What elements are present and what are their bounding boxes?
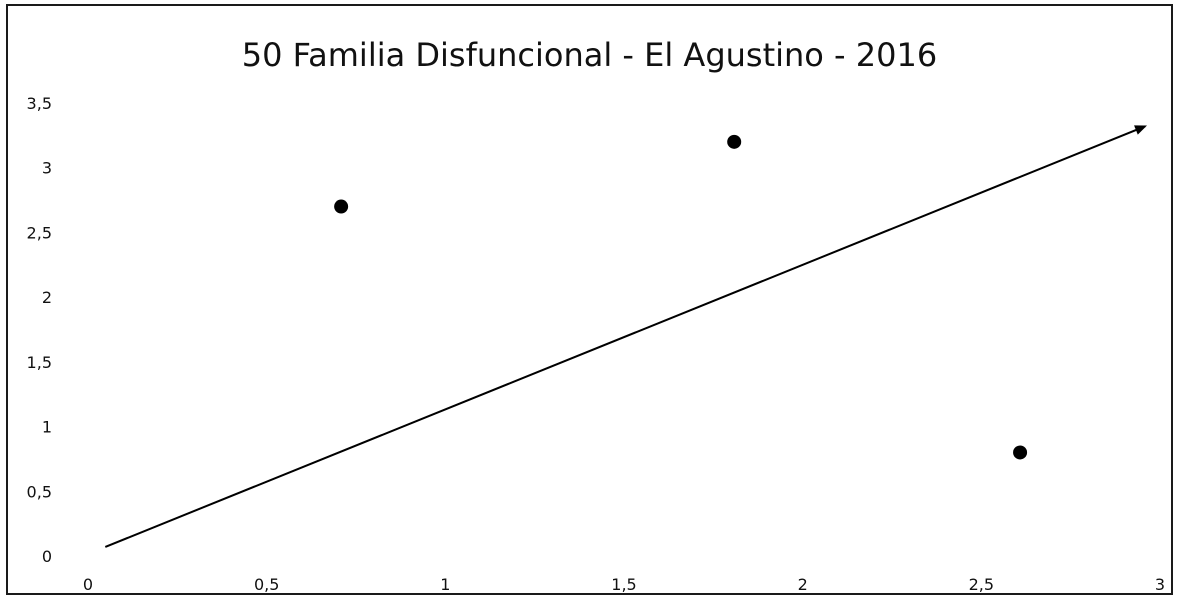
y-tick-label: 2,5: [27, 223, 52, 242]
y-tick-label: 0,5: [27, 482, 52, 501]
x-tick-label: 1: [440, 575, 450, 594]
data-point: [1013, 445, 1028, 460]
y-tick-label: 3: [42, 159, 52, 178]
chart-frame: 50 Familia Disfuncional - El Agustino - …: [6, 4, 1173, 595]
trend-arrow-layer: [104, 125, 1147, 548]
trend-arrow: [104, 125, 1147, 548]
chart-title: 50 Familia Disfuncional - El Agustino - …: [241, 36, 938, 74]
x-axis-tick-labels: 0 0,5 1 1,5 2 2,5 3: [83, 575, 1165, 594]
y-tick-label: 2: [42, 288, 52, 307]
y-tick-label: 1: [42, 418, 52, 437]
y-tick-label: 3,5: [27, 94, 52, 113]
x-tick-label: 1,5: [611, 575, 636, 594]
y-tick-label: 1,5: [27, 353, 52, 372]
x-tick-label: 2,5: [969, 575, 994, 594]
x-tick-label: 0: [83, 575, 93, 594]
data-points: [334, 134, 1028, 460]
x-tick-label: 2: [798, 575, 808, 594]
x-tick-label: 3: [1155, 575, 1165, 594]
data-point: [727, 134, 742, 149]
x-tick-label: 0,5: [254, 575, 279, 594]
data-point: [334, 199, 349, 214]
y-tick-label: 0: [42, 547, 52, 566]
y-axis-tick-labels: 0 0,5 1 1,5 2 2,5 3 3,5: [27, 94, 52, 566]
